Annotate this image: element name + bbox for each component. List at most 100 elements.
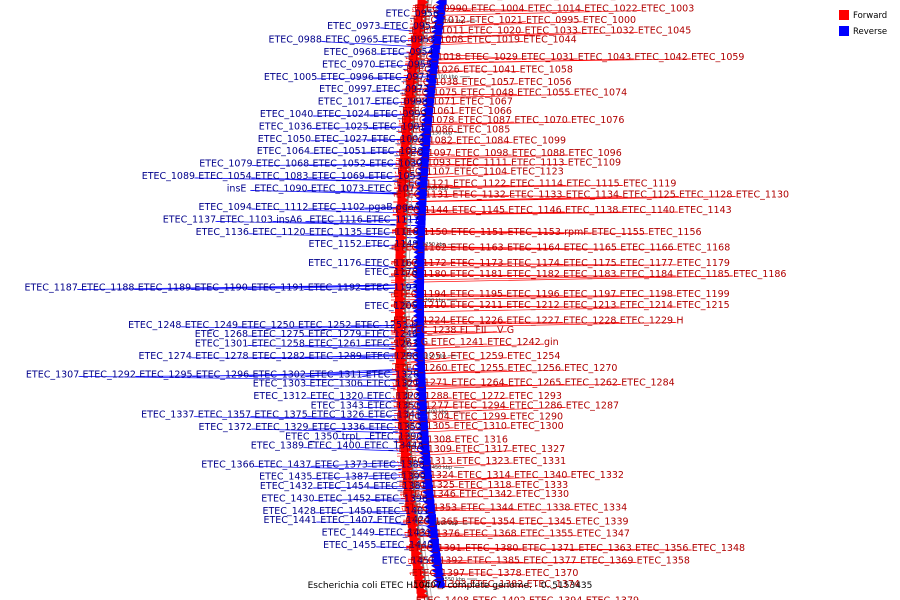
gene-label-etec_1213[interactable]: ETEC_1213 xyxy=(563,300,616,311)
gene-label-etec_1343[interactable]: ETEC_1343 xyxy=(311,400,364,411)
gene-label-etec_1263[interactable]: ETEC_1263 xyxy=(365,338,418,349)
gene-label-etec_1038[interactable]: ETEC_1038 xyxy=(405,77,458,88)
gene-label-etec_1380[interactable]: ETEC_1380 xyxy=(465,543,518,554)
gene-label-etec_1251[interactable]: ETEC_1251 xyxy=(394,351,447,362)
gene-label-etec_1175[interactable]: ETEC_1175 xyxy=(563,258,616,269)
gene-label-etec_1185[interactable]: ETEC_1185 xyxy=(676,269,729,280)
gene-label-etec_1054[interactable]: ETEC_1054 xyxy=(198,171,251,182)
gene-label-etec_1181[interactable]: ETEC_1181 xyxy=(450,269,503,280)
gene-label-etec_1299[interactable]: ETEC_1299 xyxy=(453,412,506,423)
gene-label-etec_1393[interactable]: ETEC_1393 xyxy=(413,579,466,590)
gene-label-etec_1341[interactable]: ETEC_1341 xyxy=(368,410,421,421)
gene-label-etec_1402[interactable]: ETEC_1402 xyxy=(472,596,525,600)
gene-label-etec_1376[interactable]: ETEC_1376 xyxy=(407,529,460,540)
gene-label-etec_1186[interactable]: ETEC_1186 xyxy=(733,269,786,280)
gene-label-etec_1004[interactable]: ETEC_1004 xyxy=(471,4,524,15)
gene-label-etec_1344[interactable]: ETEC_1344 xyxy=(461,503,514,514)
gene-label-etec_1188[interactable]: ETEC_1188 xyxy=(81,283,134,294)
gene-label-etec_1388[interactable]: ETEC_1388 xyxy=(371,459,424,470)
gene-label-etec_0956[interactable]: ETEC_0956 xyxy=(386,9,439,20)
gene-label-etec_1353[interactable]: ETEC_1353 xyxy=(404,503,457,514)
gene-label-etec_1212[interactable]: ETEC_1212 xyxy=(506,300,559,311)
gene-label-h[interactable]: H xyxy=(676,316,683,327)
gene-label-etec_1057[interactable]: ETEC_1057 xyxy=(462,77,515,88)
gene-label-etec_1288[interactable]: ETEC_1288 xyxy=(395,391,448,402)
gene-label-k[interactable]: K xyxy=(393,325,400,336)
gene-label-etec_1250[interactable]: ETEC_1250 xyxy=(241,320,294,331)
gene-label-etec_1109[interactable]: ETEC_1109 xyxy=(568,157,621,168)
gene-label-rpmf[interactable]: rpmF xyxy=(564,227,589,238)
gene-label-etec_1259[interactable]: ETEC_1259 xyxy=(450,351,503,362)
gene-label-etec_1340[interactable]: ETEC_1340 xyxy=(514,470,567,481)
gene-label-etec_1086[interactable]: ETEC_1086 xyxy=(400,125,453,136)
gene-label-etec_1026[interactable]: ETEC_1026 xyxy=(406,64,459,75)
gene-label-etec_1290[interactable]: ETEC_1290 xyxy=(510,412,563,423)
gene-label-etec_0996[interactable]: ETEC_0996 xyxy=(321,72,374,83)
gene-label-etec_1400[interactable]: ETEC_1400 xyxy=(307,441,360,452)
gene-label-etec_1347[interactable]: ETEC_1347 xyxy=(577,529,630,540)
gene-label-etec_1064[interactable]: ETEC_1064 xyxy=(257,146,310,157)
gene-label-etec_1015[interactable]: ETEC_1015 xyxy=(586,0,639,1)
gene-label-etec_1094[interactable]: ETEC_1094 xyxy=(199,202,252,213)
gene-label-etec_1354[interactable]: ETEC_1354 xyxy=(462,516,515,527)
gene-label-etec_1172[interactable]: ETEC_1172 xyxy=(393,258,446,269)
gene-label-etec_1183[interactable]: ETEC_1183 xyxy=(563,269,616,280)
gene-label-etec_1177[interactable]: ETEC_1177 xyxy=(620,258,673,269)
gene-label-etec_1134[interactable]: ETEC_1134 xyxy=(566,190,619,201)
gene-label-etec_1313[interactable]: ETEC_1313 xyxy=(400,456,453,467)
gene-label-etec_1345[interactable]: ETEC_1345 xyxy=(519,516,572,527)
gene-label-etec_1455[interactable]: ETEC_1455 xyxy=(323,540,376,551)
gene-label-fi[interactable]: FI xyxy=(460,325,468,336)
gene-label-etec_1198[interactable]: ETEC_1198 xyxy=(620,289,673,300)
gene-label-g[interactable]: G xyxy=(507,325,514,336)
gene-label-etec_0965[interactable]: ETEC_0965 xyxy=(325,35,378,46)
gene-label-etec_1020[interactable]: ETEC_1020 xyxy=(468,25,521,36)
gene-label-etec_1391[interactable]: ETEC_1391 xyxy=(408,543,461,554)
gene-label-etec_1179[interactable]: ETEC_1179 xyxy=(677,258,730,269)
gene-label-etec_1098[interactable]: ETEC_1098 xyxy=(455,148,508,159)
gene-label-etec_1323[interactable]: ETEC_1323 xyxy=(456,456,509,467)
gene-label-etec_1224[interactable]: ETEC_1224 xyxy=(393,316,446,327)
gene-label-etec_1394[interactable]: ETEC_1394 xyxy=(529,596,582,600)
gene-label-etec_1307[interactable]: ETEC_1307 xyxy=(26,369,79,380)
gene-label-etec_1399[interactable]: ETEC_1399 xyxy=(372,472,425,483)
gene-label-etec_1051[interactable]: ETEC_1051 xyxy=(313,146,366,157)
gene-label-etec_1112[interactable]: ETEC_1112 xyxy=(255,202,308,213)
gene-label-etec_1440[interactable]: ETEC_1440 xyxy=(380,540,433,551)
gene-label-etec_1254[interactable]: ETEC_1254 xyxy=(507,351,560,362)
gene-label-etec_1334[interactable]: ETEC_1334 xyxy=(574,503,627,514)
gene-label-etec_1300[interactable]: ETEC_1300 xyxy=(510,421,563,432)
gene-label-etec_1454[interactable]: ETEC_1454 xyxy=(317,481,370,492)
gene-label-etec_1261[interactable]: ETEC_1261 xyxy=(308,338,361,349)
gene-label-etec_1137[interactable]: ETEC_1137 xyxy=(163,214,216,225)
gene-label-etec_1030[interactable]: ETEC_1030 xyxy=(369,159,422,170)
gene-label-etec_1000[interactable]: ETEC_1000 xyxy=(583,15,636,26)
gene-label-etec_1333[interactable]: ETEC_1333 xyxy=(515,480,568,491)
gene-label-etec_1114[interactable]: ETEC_1114 xyxy=(510,178,563,189)
gene-label-etec_1342[interactable]: ETEC_1342 xyxy=(459,489,512,500)
gene-label-etec_1007[interactable]: ETEC_1007 xyxy=(530,0,583,1)
gene-label-etec_0973[interactable]: ETEC_0973 xyxy=(327,21,380,32)
gene-label-etec_1031[interactable]: ETEC_1031 xyxy=(521,52,574,63)
gene-label-etec_1099[interactable]: ETEC_1099 xyxy=(513,136,566,147)
gene-label-etec_1145[interactable]: ETEC_1145 xyxy=(452,205,505,216)
gene-label-etec_1140[interactable]: ETEC_1140 xyxy=(622,205,675,216)
gene-label-etec_1268[interactable]: ETEC_1268 xyxy=(195,329,248,340)
gene-label-etec_1318[interactable]: ETEC_1318 xyxy=(458,480,511,491)
gene-label-etec_1014[interactable]: ETEC_1014 xyxy=(528,4,581,15)
gene-label-etec_1123[interactable]: ETEC_1123 xyxy=(510,167,563,178)
gene-label-etec_1182[interactable]: ETEC_1182 xyxy=(507,269,560,280)
gene-label-etec_1082[interactable]: ETEC_1082 xyxy=(399,136,452,147)
gene-label-etec_1133[interactable]: ETEC_1133 xyxy=(509,190,562,201)
gene-label-etec_1227[interactable]: ETEC_1227 xyxy=(506,316,559,327)
gene-label-etec_1173[interactable]: ETEC_1173 xyxy=(450,258,503,269)
gene-label-etec_1379[interactable]: ETEC_1379 xyxy=(586,596,639,600)
gene-label-etec_1262[interactable]: ETEC_1262 xyxy=(565,378,618,389)
gene-label-etec_0953[interactable]: ETEC_0953 xyxy=(382,35,435,46)
gene-label-etec_1059[interactable]: ETEC_1059 xyxy=(691,52,744,63)
gene-label-etec_1451[interactable]: ETEC_1451 xyxy=(382,555,435,566)
gene-label-etec_1449[interactable]: ETEC_1449 xyxy=(322,528,375,539)
gene-label-etec_1156[interactable]: ETEC_1156 xyxy=(648,227,701,238)
gene-label-etec_1119[interactable]: ETEC_1119 xyxy=(623,178,676,189)
gene-label-etec_1375[interactable]: ETEC_1375 xyxy=(254,410,307,421)
